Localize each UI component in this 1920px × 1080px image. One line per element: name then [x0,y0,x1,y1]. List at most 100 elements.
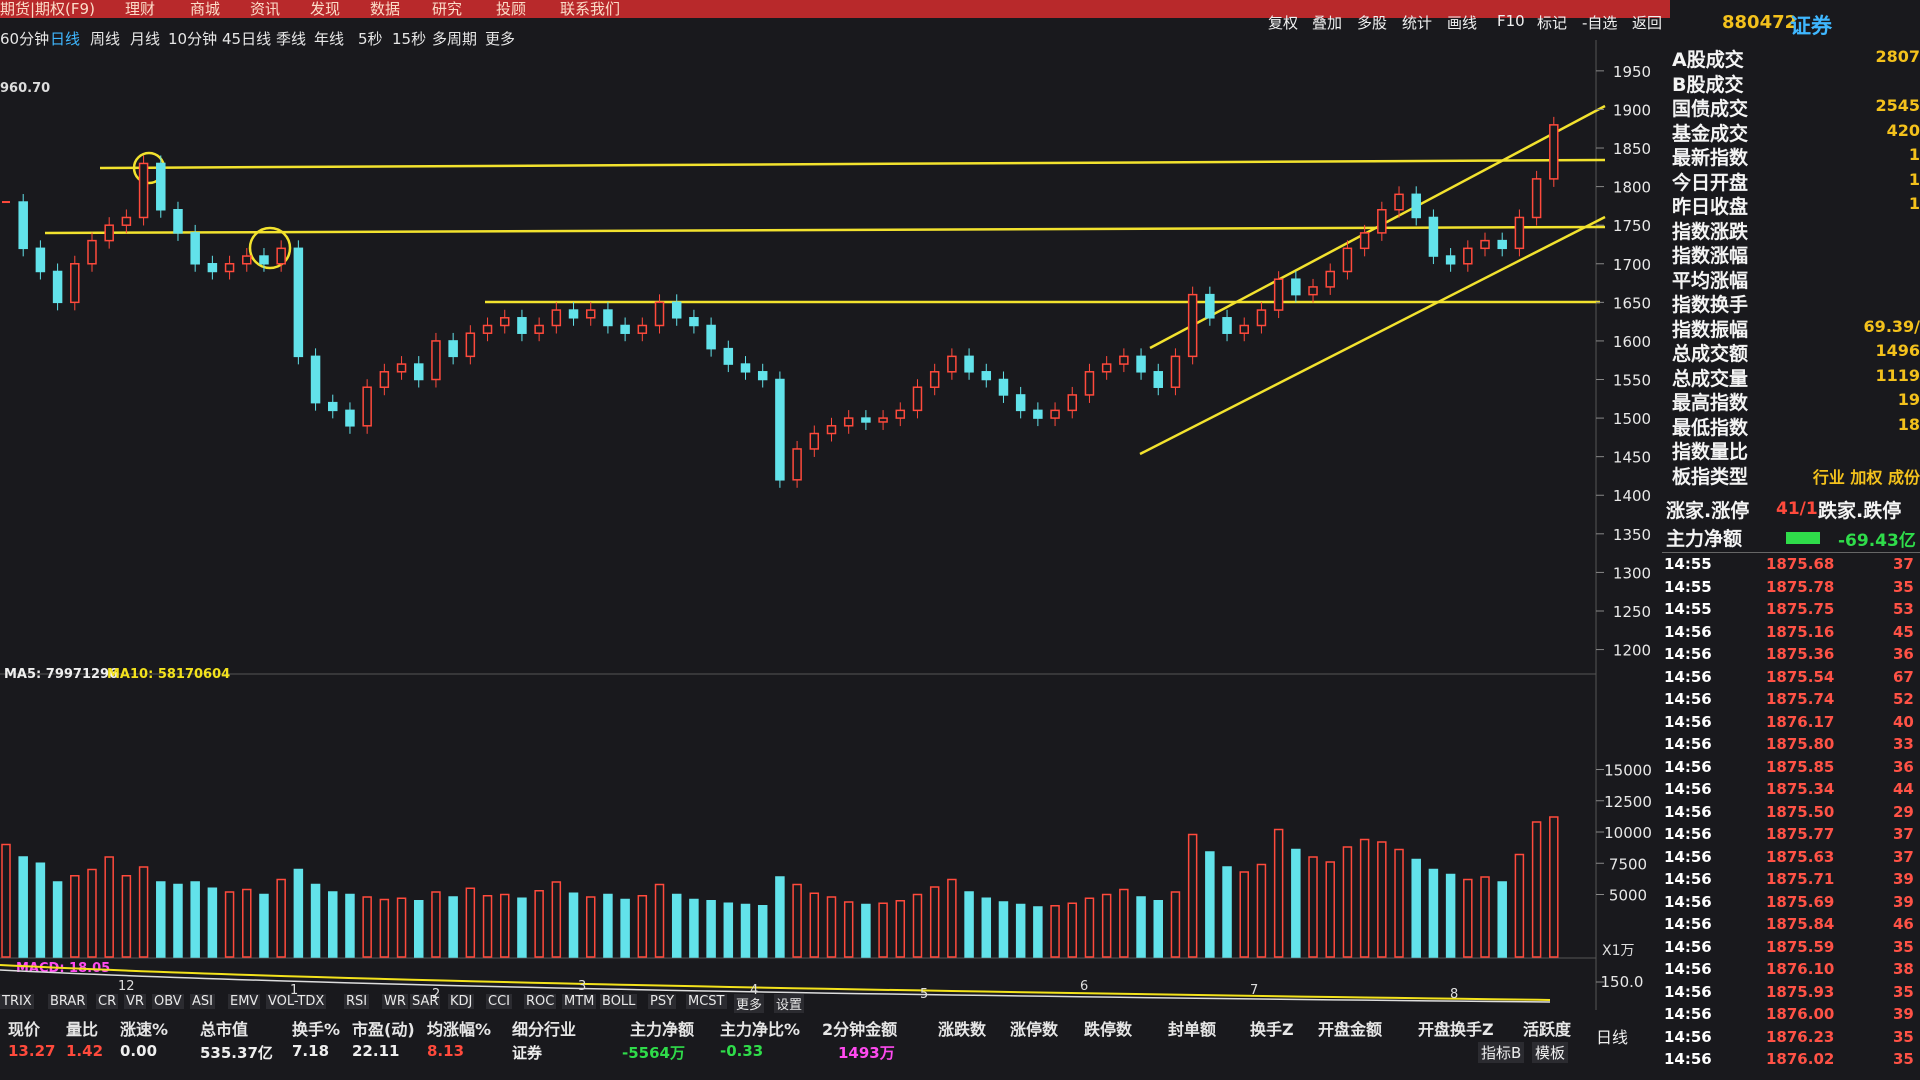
candle [259,255,269,265]
indicator-tab[interactable]: MTM [562,994,597,1009]
indicator-tab[interactable]: KDJ [448,994,475,1009]
tick-price: 1875.78 [1766,577,1835,596]
menu-item[interactable]: 联系我们 [560,0,621,18]
tick-price: 1875.74 [1766,690,1835,708]
volume-bar [1170,891,1181,958]
y-tick-label: 1700 [1613,256,1651,274]
volume-bar [551,881,562,958]
menu-item[interactable]: 商城 [190,0,221,18]
volume-bar [1,843,11,958]
period-tab[interactable]: 年线 [314,30,345,48]
indicator-tab[interactable]: MCST [686,994,727,1009]
indicator-tab[interactable]: ASI [190,994,215,1009]
period-tab[interactable]: 60分钟 [0,30,50,48]
indicator-tab[interactable]: 更多 [734,994,765,1013]
info-label: 指数涨幅 [1672,245,1749,267]
candle [1531,178,1542,219]
indicator-tab[interactable]: OBV [152,994,184,1009]
period-tab[interactable]: 5秒 [358,30,383,48]
candle [551,309,562,327]
indicator-tab[interactable]: CCI [486,994,512,1009]
candle [1015,394,1026,412]
indicator-tab[interactable]: 设置 [774,994,805,1013]
indicator-tab[interactable]: BRAR [48,994,88,1009]
volume-bar [499,893,510,958]
ma10-label: MA10: 58170604 [107,667,230,682]
table-cell: 13.27 [8,1042,56,1060]
x-date-label: 1 [290,983,298,998]
volume-bar [1256,863,1267,958]
info-label: 最新指数 [1672,147,1749,169]
indicator-tab[interactable]: RSI [344,994,370,1009]
period-tab[interactable]: 日线 [50,30,81,48]
menu-item[interactable]: 数据 [370,0,401,18]
volume-bar [345,893,355,958]
menu-item[interactable]: 理财 [125,0,156,18]
menu-item[interactable]: 研究 [432,0,463,18]
menu-item[interactable]: 资讯 [250,0,281,18]
period-tab[interactable]: 45日线 [222,30,272,48]
tick-price: 1875.63 [1766,847,1835,866]
candle [224,263,235,273]
period-tab[interactable]: 月线 [130,30,161,48]
indicator-tab[interactable]: CR [96,994,119,1009]
flow-value: -69.43亿 [1838,531,1916,551]
indicator-tab[interactable]: TRIX [0,994,34,1009]
indicator-tab[interactable]: BOLL [600,994,638,1009]
candle [1377,209,1387,234]
volume-bar [998,901,1009,958]
indicator-tab[interactable]: SAR [410,994,441,1009]
tick-price: 1876.02 [1766,1050,1835,1068]
bottom-button[interactable]: 指标B [1478,1042,1525,1063]
info-value: 18 [1897,414,1920,434]
toolbar-button[interactable]: 复权 [1268,14,1299,32]
y-tick-label: 10000 [1604,824,1652,842]
menu-item[interactable]: 发现 [310,0,341,18]
period-tab[interactable]: 10分钟 [168,30,218,48]
toolbar-button[interactable]: 叠加 [1312,14,1343,32]
toolbar-button[interactable]: 统计 [1402,14,1433,32]
table-header: 总市值 [200,1020,249,1039]
volume-bar [534,890,544,958]
tick-price: 1875.34 [1766,780,1835,798]
indicator-tab[interactable]: VOL-TDX [266,994,327,1009]
toolbar-button[interactable]: 多股 [1357,14,1388,32]
volume-bar [1411,858,1421,958]
candle [396,363,407,373]
y-tick-label: 1800 [1613,179,1651,197]
indicator-tab[interactable]: ROC [524,994,557,1009]
period-tab[interactable]: 更多 [485,30,516,48]
toolbar-button[interactable]: 画线 [1447,14,1478,32]
candle [534,324,544,334]
menu-item[interactable]: 投顾 [496,0,527,18]
toolbar-button[interactable]: F10 [1497,12,1525,30]
indicator-tab[interactable]: EMV [228,994,261,1009]
top-menu-bar [0,0,1670,18]
candle [52,270,63,304]
indicator-tab[interactable]: WR [382,994,408,1009]
menu-item[interactable]: 期货|期权(F9) [0,0,95,18]
period-tab[interactable]: 周线 [90,30,121,48]
period-tab[interactable]: 15秒 [392,30,427,48]
candle [1549,124,1559,180]
indicator-tab[interactable]: VR [124,994,146,1009]
bottom-button[interactable]: 模板 [1532,1042,1569,1063]
volume-bar [1463,878,1473,958]
divider [1662,552,1920,553]
trend-line [44,225,1606,235]
tick-time: 14:56 [1664,1005,1712,1023]
candle [310,355,321,404]
period-tab[interactable]: 季线 [276,30,307,48]
candle [345,409,355,427]
tick-volume: 45 [1893,622,1914,641]
table-cell: 535.37亿 [200,1044,273,1062]
indicator-tab[interactable]: PSY [648,994,677,1009]
toolbar-button[interactable]: -自选 [1582,14,1618,32]
toolbar-button[interactable]: 返回 [1632,14,1663,32]
tick-time: 14:56 [1664,1050,1712,1068]
toolbar-button[interactable]: 标记 [1537,14,1568,32]
candle [448,340,458,358]
period-tab[interactable]: 多周期 [432,30,478,48]
tick-volume: 35 [1893,1027,1914,1046]
tick-time: 14:56 [1664,960,1712,978]
